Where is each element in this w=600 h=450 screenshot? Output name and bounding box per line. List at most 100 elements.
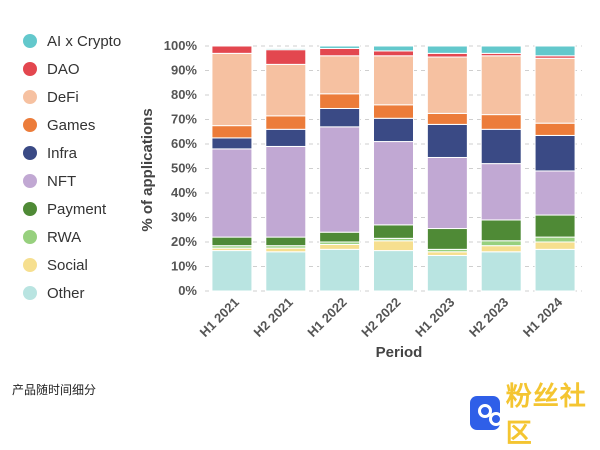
legend-label: DeFi	[47, 89, 79, 106]
bar-segment-nft	[534, 170, 576, 216]
bar-segment-other	[480, 251, 522, 292]
bar-segment-other	[426, 254, 468, 292]
legend-marker	[23, 174, 37, 188]
legend-item: Other	[23, 285, 85, 302]
y-axis-label: % of applications	[139, 108, 156, 231]
bar-segment-rwa	[480, 240, 522, 247]
legend-label: Games	[47, 117, 95, 134]
bar-segment-defi	[319, 55, 361, 95]
y-tick-label: 0%	[178, 283, 197, 298]
x-axis-label: Period	[376, 344, 423, 361]
bar-segment-payment	[265, 236, 307, 247]
bar-segment-defi	[211, 52, 253, 127]
y-tick-label: 90%	[171, 63, 197, 78]
bar-segment-ai-x-crypto	[373, 45, 414, 52]
x-tick-label: H2 2023	[466, 295, 511, 340]
bars	[211, 45, 576, 292]
bar-segment-payment	[211, 236, 253, 247]
bar-segment-defi	[480, 55, 522, 116]
caption: 产品随时间细分	[12, 383, 97, 397]
legend-item: DeFi	[23, 89, 79, 106]
y-tick-label: 20%	[171, 234, 197, 249]
bar-segment-payment	[373, 224, 414, 239]
bar-segment-dao	[373, 50, 414, 57]
x-tick-label: H1 2021	[197, 295, 242, 340]
y-tick-label: 80%	[171, 87, 197, 102]
y-tick-label: 30%	[171, 210, 197, 225]
x-axis-ticks: H1 2021 H2 2021 H1 2022 H2 2022 H1 2023 H2 20…	[197, 294, 566, 340]
bar-segment-nft	[265, 145, 307, 238]
legend-item: Games	[23, 117, 95, 134]
bar-segment-other	[373, 250, 414, 292]
legend-item: Payment	[23, 201, 107, 218]
watermark-text: 粉丝社区	[505, 382, 587, 449]
bar-segment-social	[319, 243, 361, 250]
bar-segment-dao	[265, 49, 307, 65]
legend-item: AI x Crypto	[23, 33, 121, 50]
bar-segment-games	[426, 112, 468, 125]
bar-segment-ai-x-crypto	[265, 47, 307, 51]
legend-label: Payment	[47, 201, 107, 218]
legend-item: Social	[23, 257, 88, 274]
bar-segment-other	[534, 248, 576, 292]
y-tick-label: 10%	[171, 259, 197, 274]
bar-segment-infra	[265, 128, 307, 147]
legend-marker	[23, 34, 37, 48]
bar-segment-defi	[265, 63, 307, 117]
legend-marker	[23, 230, 37, 244]
bar-segment-games	[534, 122, 576, 136]
legend-label: Other	[47, 285, 85, 302]
legend-marker	[23, 90, 37, 104]
legend: AI x Crypto DAO DeFi Games Infra NFT Payment RW…	[23, 33, 121, 302]
legend-item: Infra	[23, 145, 78, 162]
legend-label: Infra	[47, 145, 78, 162]
chart: AI x Crypto DAO DeFi Games Infra NFT Payment RW…	[23, 33, 582, 361]
bar-segment-infra	[373, 117, 414, 143]
bar-segment-other	[211, 250, 253, 292]
legend-marker	[23, 258, 37, 272]
bar-segment-payment	[426, 228, 468, 250]
bar-segment-dao	[426, 52, 468, 58]
bar-segment-dao	[211, 45, 253, 54]
bar-segment-other	[319, 248, 361, 292]
legend-label: NFT	[47, 173, 76, 190]
bar-segment-infra	[426, 123, 468, 158]
bar-segment-infra	[319, 107, 361, 128]
y-tick-label: 70%	[171, 112, 197, 127]
legend-label: RWA	[47, 229, 81, 246]
bar-segment-defi	[426, 56, 468, 114]
bar-segment-payment	[319, 231, 361, 243]
legend-marker	[23, 286, 37, 300]
bar-segment-infra	[211, 137, 253, 150]
bar-segment-social	[373, 240, 414, 252]
bar-segment-nft	[426, 156, 468, 230]
bar-segment-games	[480, 114, 522, 130]
y-tick-label: 40%	[171, 185, 197, 200]
legend-item: DAO	[23, 61, 80, 78]
legend-label: DAO	[47, 61, 80, 78]
y-tick-label: 50%	[171, 161, 197, 176]
bar-segment-social	[480, 245, 522, 253]
bar-segment-defi	[534, 57, 576, 124]
bar-segment-rwa	[534, 236, 576, 243]
x-tick-label: H2 2021	[251, 295, 296, 340]
legend-marker	[23, 202, 37, 216]
legend-marker	[23, 118, 37, 132]
bar-segment-dao	[319, 47, 361, 57]
x-tick-label: H1 2023	[412, 295, 457, 340]
bar-segment-other	[265, 251, 307, 292]
bar-segment-social	[426, 251, 468, 256]
bar-segment-ai-x-crypto	[426, 45, 468, 54]
bar-segment-social	[265, 247, 307, 253]
bar-segment-nft	[373, 141, 414, 226]
x-tick-label: H1 2024	[520, 294, 566, 340]
bar-segment-ai-x-crypto	[534, 45, 576, 57]
bar-segment-nft	[211, 148, 253, 238]
bar-segment-infra	[534, 134, 576, 172]
bar-segment-payment	[480, 219, 522, 242]
watermark: 粉丝社区	[470, 376, 600, 450]
x-tick-label: H2 2022	[358, 295, 403, 340]
bar-segment-social	[534, 241, 576, 250]
bar-segment-games	[319, 93, 361, 109]
bar-segment-ai-x-crypto	[480, 45, 522, 54]
